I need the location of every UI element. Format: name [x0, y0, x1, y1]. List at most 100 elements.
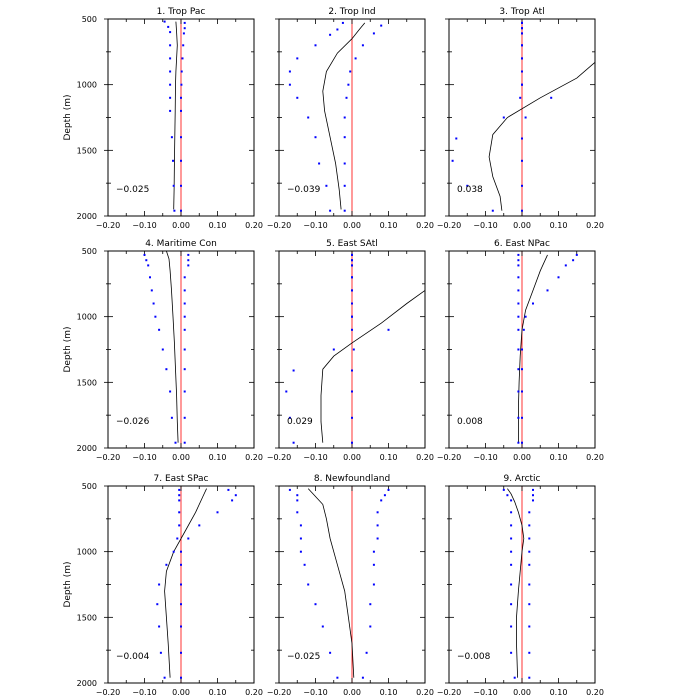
bound-point-left: [169, 390, 172, 393]
x-tick-label: 0.00: [343, 221, 361, 230]
bound-point-right: [528, 583, 531, 586]
bound-point-left: [303, 563, 306, 566]
bound-point-right: [361, 676, 364, 679]
bound-point-left: [318, 162, 321, 165]
bound-point-left: [314, 136, 317, 139]
bound-point-right: [180, 83, 183, 86]
bound-point-left: [299, 537, 302, 540]
bound-point-right: [347, 83, 350, 86]
bound-point-left: [169, 31, 172, 34]
panel-title: 2. Trop Ind: [328, 7, 375, 17]
bound-point-left: [172, 550, 175, 553]
bound-point-right: [528, 511, 531, 514]
bound-point-right: [180, 109, 182, 112]
bound-point-left: [288, 70, 291, 73]
x-tick-label: 0.00: [343, 688, 361, 697]
bound-point-right: [198, 524, 201, 527]
bound-point-right: [183, 348, 186, 351]
bound-point-left: [169, 109, 172, 112]
panel-9: 9. Arctic −0.20 −0.10 0.00 0.10 0.20 −0.008: [437, 474, 604, 697]
bound-point-left: [285, 390, 288, 393]
panel-value: −0.008: [457, 652, 491, 662]
panel-title: 5. East SAtl: [326, 239, 378, 249]
bound-point-left: [169, 44, 172, 47]
bound-point-right: [521, 27, 523, 30]
x-tick-label: 0.10: [380, 688, 398, 697]
bound-point-left: [143, 253, 146, 256]
bound-point-right: [532, 494, 534, 497]
series-curve: [507, 488, 525, 678]
x-tick-label: 0.10: [209, 688, 227, 697]
x-tick-label: 0.20: [245, 453, 263, 462]
bound-point-right: [216, 511, 219, 514]
bound-point-left: [158, 625, 161, 628]
bound-point-right: [354, 57, 357, 60]
x-tick-label: 0.20: [416, 688, 434, 697]
bound-point-right: [376, 511, 379, 514]
bound-point-right: [387, 328, 390, 331]
panel-title: 9. Arctic: [503, 474, 540, 484]
bound-point-right: [180, 583, 182, 586]
bound-point-left: [321, 625, 324, 628]
panel-value: −0.004: [116, 652, 150, 662]
bound-point-right: [521, 390, 523, 393]
bound-point-right: [351, 302, 353, 305]
bound-point-left: [510, 550, 513, 553]
series-curve: [322, 22, 366, 210]
x-tick-label: −0.20: [437, 688, 462, 697]
bound-point-right: [351, 416, 353, 419]
x-tick-label: −0.10: [132, 688, 157, 697]
bound-point-left: [517, 302, 520, 305]
bound-point-right: [372, 32, 375, 35]
bound-point-left: [517, 276, 520, 279]
panel-title: 1. Trop Pac: [157, 7, 206, 17]
bound-point-right: [180, 603, 182, 606]
bound-point-right: [372, 583, 375, 586]
bound-point-right: [351, 315, 353, 318]
x-tick-label: 0.00: [343, 453, 361, 462]
bound-point-left: [169, 70, 172, 73]
bound-point-left: [332, 348, 335, 351]
y-tick-label: 500: [82, 15, 97, 24]
x-tick-label: 0.10: [380, 453, 398, 462]
bound-point-right: [180, 550, 182, 553]
bound-point-left: [325, 184, 328, 187]
bound-point-right: [372, 563, 375, 566]
bound-point-right: [351, 369, 353, 372]
bound-point-left: [299, 550, 302, 553]
y-axis-label: Depth (m): [63, 561, 73, 607]
bound-point-right: [521, 209, 523, 212]
bound-point-right: [351, 259, 353, 262]
x-tick-label: 0.00: [513, 221, 531, 230]
bound-point-right: [521, 137, 523, 140]
bound-point-right: [231, 499, 234, 502]
x-tick-label: 0.10: [550, 221, 568, 230]
series-curve: [488, 61, 596, 211]
bound-point-right: [180, 70, 183, 73]
x-tick-label: 0.10: [550, 688, 568, 697]
bound-point-right: [528, 625, 531, 628]
bound-point-left: [502, 488, 505, 491]
bound-point-left: [158, 583, 161, 586]
bound-point-left: [149, 276, 151, 279]
panel-1: 1. Trop Pac −0.20 −0.10 0.00 0.10 0.20 500 1000…: [63, 7, 263, 230]
bound-point-left: [178, 488, 181, 491]
bound-point-left: [178, 499, 181, 502]
panel-title: 8. Newfoundland: [314, 474, 390, 484]
bound-point-right: [180, 96, 182, 99]
x-tick-label: 0.20: [586, 453, 604, 462]
bound-point-right: [345, 96, 348, 99]
x-tick-label: −0.20: [437, 221, 462, 230]
y-tick-label: 1000: [77, 548, 97, 557]
panel-value: 0.029: [287, 417, 313, 427]
bound-point-right: [351, 264, 353, 267]
bound-point-left: [173, 209, 176, 212]
bound-point-left: [178, 511, 181, 514]
y-axis-label: Depth (m): [63, 94, 73, 140]
bound-point-left: [172, 184, 175, 187]
bound-point-right: [180, 676, 182, 679]
bound-point-left: [296, 499, 299, 502]
bound-point-right: [369, 625, 372, 628]
bound-point-left: [513, 676, 516, 679]
bound-point-left: [178, 494, 181, 497]
